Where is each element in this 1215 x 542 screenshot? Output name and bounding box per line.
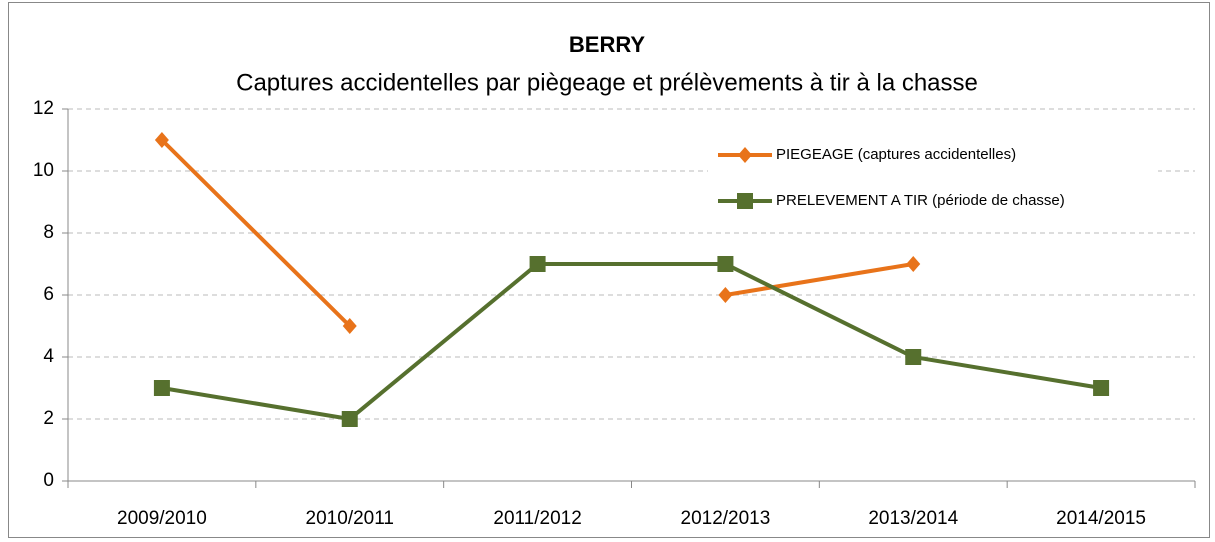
x-tick-label: 2012/2013 [681,508,771,529]
y-tick-label: 4 [43,346,54,367]
y-tick-label: 0 [43,470,54,491]
marker [906,256,921,272]
chart-subtitle: Captures accidentelles par piègeage et p… [236,69,978,96]
marker [529,256,546,272]
marker [154,132,169,148]
marker [738,147,752,163]
chart-border [8,2,1210,538]
x-tick-label: 2010/2011 [306,508,394,529]
x-tick-label: 2011/2012 [493,508,581,529]
series-line [161,262,1102,422]
marker [342,318,357,334]
marker [718,287,733,303]
chart-title: BERRY [569,32,646,57]
marker [153,380,170,396]
series-line [160,138,914,328]
legend-label: PIEGEAGE (captures accidentelles) [776,146,1016,163]
marker [905,349,922,365]
legend-label: PRELEVEMENT A TIR (période de chasse) [776,192,1065,209]
y-tick-label: 6 [43,284,54,305]
marker [737,193,753,209]
marker [341,411,358,427]
marker [1093,380,1110,396]
x-tick-label: 2009/2010 [117,508,207,529]
marker [717,256,734,272]
y-tick-label: 12 [33,98,54,119]
x-tick-label: 2014/2015 [1056,508,1146,529]
y-tick-label: 2 [43,408,54,429]
y-tick-label: 8 [43,222,54,243]
x-tick-label: 2013/2014 [868,508,958,529]
legend-box [708,137,1158,221]
y-tick-label: 10 [33,160,54,181]
